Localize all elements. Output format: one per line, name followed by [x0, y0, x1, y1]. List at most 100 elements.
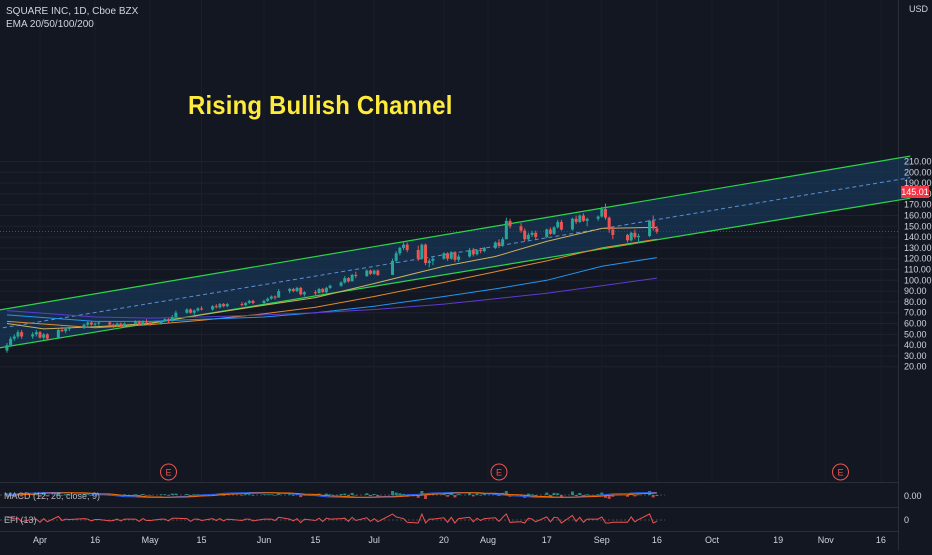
- candle-body: [93, 323, 97, 325]
- candle: [398, 246, 402, 256]
- macd-hist-bar: [600, 492, 604, 495]
- channel-mid-line: [0, 177, 911, 329]
- candle-body: [31, 334, 35, 337]
- candle-body: [34, 332, 38, 335]
- candle-body: [137, 321, 141, 325]
- candle: [626, 233, 630, 243]
- candle: [420, 243, 424, 260]
- y-tick-label: 70.00: [904, 308, 927, 318]
- y-tick-label: 60.00: [904, 319, 927, 329]
- macd-hist-bar: [376, 495, 380, 497]
- candle: [611, 226, 615, 240]
- macd-hist-bar: [273, 495, 277, 496]
- candle-body: [269, 296, 273, 299]
- candle: [530, 230, 534, 238]
- candle-body: [159, 321, 163, 324]
- candle-body: [526, 234, 530, 240]
- candle: [581, 213, 585, 222]
- candle: [343, 275, 347, 284]
- x-tick-label: 19: [773, 535, 783, 545]
- efi-value: 0: [904, 515, 910, 525]
- macd-hist-bar: [559, 495, 563, 498]
- candle: [12, 334, 16, 341]
- macd-hist-bar: [530, 494, 534, 495]
- candle: [189, 308, 193, 314]
- macd-hist-bar: [244, 494, 248, 495]
- candle: [244, 301, 248, 307]
- candle: [475, 248, 479, 256]
- macd-hist-bar: [89, 495, 93, 496]
- macd-hist-bar: [93, 494, 97, 496]
- y-tick-label: 80.00: [904, 297, 927, 307]
- candle: [222, 302, 226, 308]
- macd-hist-bar: [424, 495, 428, 499]
- macd-hist-bar: [651, 495, 655, 498]
- candle: [317, 287, 321, 294]
- candle: [321, 287, 325, 294]
- macd-hist-bar: [479, 495, 483, 496]
- macd-hist-bar: [633, 495, 637, 497]
- candle-body: [603, 208, 607, 218]
- candle: [214, 304, 218, 309]
- candle-body: [497, 242, 501, 246]
- candle-body: [424, 244, 428, 264]
- macd-hist-bar: [192, 494, 196, 495]
- candle-body: [633, 232, 637, 238]
- candle: [402, 242, 406, 251]
- candle-body: [119, 323, 123, 326]
- candle: [416, 245, 420, 261]
- candle-body: [16, 332, 20, 337]
- macd-hist-bar: [64, 494, 68, 495]
- macd-hist-bar: [240, 495, 244, 496]
- candle: [482, 246, 486, 253]
- candle-body: [471, 250, 475, 255]
- price-axis: 20.0030.0040.0050.0060.0070.0080.0090.00…: [904, 156, 932, 371]
- candle: [122, 322, 126, 327]
- macd-hist-bar: [222, 495, 226, 496]
- candle: [493, 241, 497, 249]
- candle: [633, 229, 637, 240]
- x-tick-label: 17: [542, 535, 552, 545]
- candle-body: [365, 270, 369, 276]
- macd-hist-bar: [196, 494, 200, 495]
- y-tick-label: 170.00: [904, 200, 932, 210]
- ema-line-50: [6, 238, 657, 329]
- candle: [427, 258, 431, 268]
- macd-hist-bar: [42, 493, 46, 495]
- candle: [111, 323, 115, 328]
- candle-body: [600, 208, 604, 217]
- candle: [133, 320, 137, 325]
- candle: [34, 330, 38, 337]
- candle: [508, 218, 512, 229]
- candle: [585, 217, 589, 227]
- macd-hist-bar: [86, 494, 90, 495]
- candle-body: [405, 244, 409, 251]
- candle: [559, 219, 563, 231]
- macd-hist-bar: [526, 493, 530, 495]
- candle: [269, 295, 273, 300]
- y-tick-label: 20.00: [904, 362, 927, 372]
- y-tick-label: 50.00: [904, 329, 927, 339]
- currency-label[interactable]: USD: [908, 4, 928, 14]
- candle: [38, 331, 42, 339]
- x-tick-label: 16: [90, 535, 100, 545]
- macd-hist-bar: [170, 493, 174, 495]
- macd-hist-bar: [637, 494, 641, 496]
- efi-label[interactable]: EFI (13): [4, 515, 37, 525]
- candle: [468, 247, 472, 258]
- candle-body: [174, 312, 178, 318]
- macd-hist-bar: [420, 491, 424, 495]
- candle-body: [596, 216, 600, 219]
- candle-body: [376, 270, 380, 275]
- candle: [5, 342, 9, 353]
- macd-hist-bar: [468, 492, 472, 495]
- candle: [570, 217, 574, 231]
- candle: [64, 327, 68, 334]
- macd-hist-bar: [398, 493, 402, 495]
- macd-label[interactable]: MACD (12, 26, close, 9): [4, 491, 101, 501]
- candle: [600, 206, 604, 218]
- candle: [302, 291, 306, 297]
- macd-hist-bar: [402, 493, 406, 495]
